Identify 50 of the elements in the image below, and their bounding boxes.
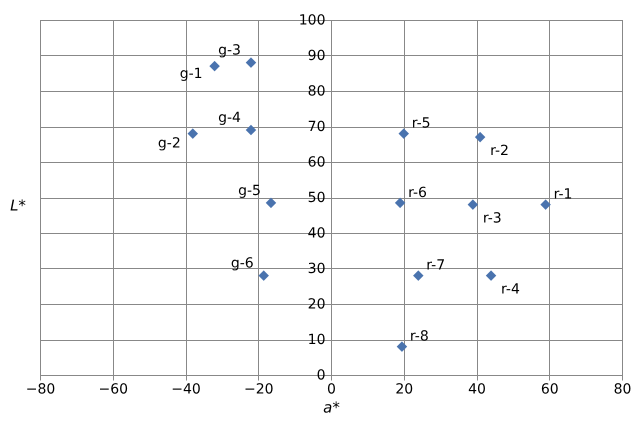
y-tick-label: 40 <box>308 226 326 242</box>
annotation: g-2 <box>158 136 181 152</box>
point <box>394 198 406 208</box>
annotation: r-8 <box>410 328 429 345</box>
x-tick-label: 20 <box>395 382 414 398</box>
point <box>398 128 409 139</box>
point <box>486 270 496 281</box>
annotation: r-2 <box>490 143 509 160</box>
y-tick-label: 80 <box>308 84 326 100</box>
annotation: g-1 <box>180 66 203 82</box>
point <box>258 270 269 281</box>
y-tick-label: 100 <box>298 12 326 28</box>
annotation: r-1 <box>554 186 572 203</box>
point <box>474 132 486 142</box>
point <box>246 57 256 68</box>
y-tick-label: 0 <box>316 368 326 384</box>
x-tick-label: 0 <box>327 382 336 398</box>
point <box>468 199 478 210</box>
point <box>209 60 220 72</box>
annotation: r-4 <box>501 282 520 298</box>
annotation: r-6 <box>408 184 428 201</box>
annotation: g-4 <box>218 110 242 126</box>
annotation: r-3 <box>482 210 502 227</box>
y-axis-title: L* <box>10 196 26 214</box>
x-tick-label: −80 <box>26 382 56 398</box>
x-tick-label: 60 <box>540 382 559 398</box>
y-tick-label: 60 <box>308 154 326 170</box>
x-tick-label: 40 <box>468 382 486 398</box>
y-tick-label: 70 <box>308 119 326 135</box>
point <box>413 270 424 281</box>
annotation: g-3 <box>218 42 241 59</box>
x-tick-label: −60 <box>98 382 128 398</box>
x-axis-title: a* <box>323 398 340 416</box>
annotation: r-7 <box>426 258 446 274</box>
x-tick-label: 80 <box>614 382 632 398</box>
x-tick-label: −20 <box>244 382 274 398</box>
x-tick-label: −40 <box>171 382 201 398</box>
point <box>396 341 408 352</box>
y-tick-label: 10 <box>308 332 326 348</box>
point <box>188 128 198 139</box>
annotation: g-5 <box>238 182 261 199</box>
point <box>540 199 551 210</box>
annotation: r-5 <box>412 116 431 132</box>
y-tick-label: 90 <box>308 48 326 64</box>
annotation: g-6 <box>230 256 254 272</box>
y-tick-label: 30 <box>308 261 326 277</box>
point <box>246 124 256 136</box>
point <box>266 198 276 208</box>
y-tick-label: 20 <box>308 296 326 312</box>
y-tick-label: 50 <box>308 190 326 206</box>
